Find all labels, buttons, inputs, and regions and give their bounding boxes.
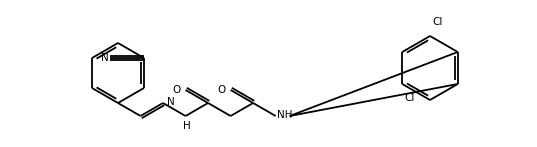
Text: N: N (167, 97, 175, 107)
Text: O: O (217, 85, 226, 95)
Text: O: O (172, 85, 180, 95)
Text: Cl: Cl (404, 93, 415, 103)
Text: N: N (101, 53, 109, 63)
Text: Cl: Cl (432, 17, 442, 27)
Text: H: H (183, 121, 191, 131)
Text: NH: NH (277, 110, 292, 120)
